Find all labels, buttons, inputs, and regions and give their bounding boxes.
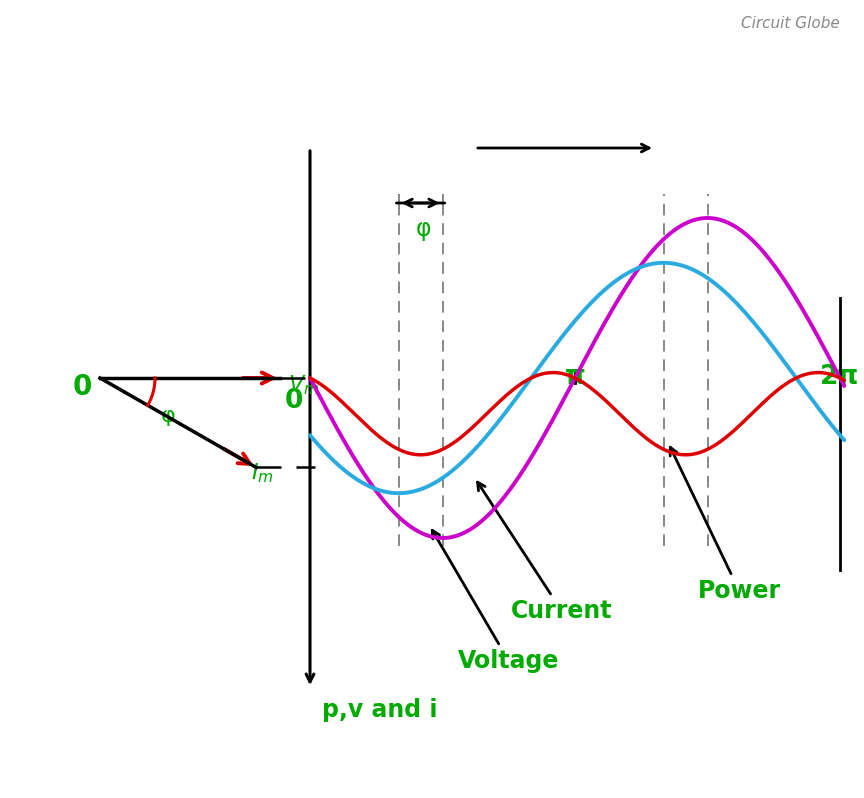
Text: $V_m$: $V_m$ bbox=[288, 373, 320, 397]
Text: π: π bbox=[564, 364, 586, 390]
Text: φ: φ bbox=[416, 217, 431, 241]
Text: p,v and i: p,v and i bbox=[322, 698, 437, 722]
Text: Circuit Globe: Circuit Globe bbox=[741, 15, 840, 30]
Text: φ: φ bbox=[161, 406, 175, 426]
Text: $I_m$: $I_m$ bbox=[251, 462, 274, 485]
Text: Power: Power bbox=[670, 448, 781, 603]
Text: 2π: 2π bbox=[821, 364, 860, 390]
Text: 0: 0 bbox=[285, 388, 303, 414]
Text: 0: 0 bbox=[73, 373, 92, 401]
Text: Current: Current bbox=[478, 482, 613, 623]
Text: Voltage: Voltage bbox=[432, 531, 559, 673]
